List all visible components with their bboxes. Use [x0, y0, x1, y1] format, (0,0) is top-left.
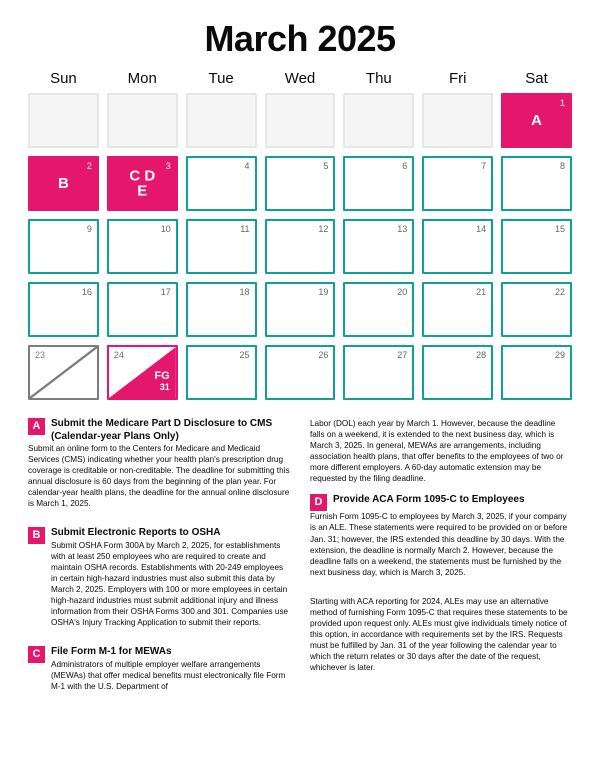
calendar-cell: 11: [186, 219, 257, 274]
note-d-body2: Starting with ACA reporting for 2024, AL…: [310, 596, 572, 673]
day-number: 23: [35, 350, 45, 360]
badge-b: B: [28, 527, 45, 544]
day-number: 19: [318, 287, 328, 297]
weekday: Tue: [186, 70, 257, 87]
weekday: Thu: [343, 70, 414, 87]
badge-a: A: [28, 418, 45, 435]
event-markers: FG31: [154, 371, 169, 394]
calendar-cell: 27: [343, 345, 414, 400]
day-number: 16: [82, 287, 92, 297]
day-number: 10: [161, 224, 171, 234]
weekday: Fri: [422, 70, 493, 87]
note-c: C File Form M-1 for MEWAs Administrators…: [28, 646, 290, 700]
calendar-cell: 17: [107, 282, 178, 337]
note-c-body-cont: Labor (DOL) each year by March 1. Howeve…: [310, 418, 572, 484]
calendar-cell: 2B: [28, 156, 99, 211]
calendar-cell: [107, 93, 178, 148]
day-number: 26: [318, 350, 328, 360]
note-a: A Submit the Medicare Part D Disclosure …: [28, 418, 290, 517]
day-number: 20: [397, 287, 407, 297]
calendar-cell: 21: [422, 282, 493, 337]
calendar-cell: 5: [265, 156, 336, 211]
calendar-cell: 15: [501, 219, 572, 274]
calendar-cell: 9: [28, 219, 99, 274]
calendar-cell: 24 FG31: [107, 345, 178, 400]
calendar-cell: [343, 93, 414, 148]
day-number: 9: [87, 224, 92, 234]
day-number: 4: [245, 161, 250, 171]
note-d: D Provide ACA Form 1095-C to Employees F…: [310, 494, 572, 585]
calendar-cell: 26: [265, 345, 336, 400]
note-d-body: Furnish Form 1095-C to employees by Marc…: [310, 511, 572, 577]
calendar-cell: 14: [422, 219, 493, 274]
day-number: 18: [240, 287, 250, 297]
note-c-body-lead: Administrators of multiple employer welf…: [51, 659, 290, 692]
day-number: 1: [560, 98, 565, 108]
calendar-cell: 13: [343, 219, 414, 274]
day-number: 8: [560, 161, 565, 171]
calendar-cell: [265, 93, 336, 148]
calendar-cell: 10: [107, 219, 178, 274]
weekday-row: Sun Mon Tue Wed Thu Fri Sat: [28, 70, 572, 87]
day-number: 17: [161, 287, 171, 297]
day-number: 2: [87, 161, 92, 171]
event-markers: A: [531, 113, 542, 129]
weekday: Sat: [501, 70, 572, 87]
note-d-title: Provide ACA Form 1095-C to Employees: [333, 494, 572, 507]
day-number: 15: [555, 224, 565, 234]
note-c-title: File Form M-1 for MEWAs: [51, 646, 290, 659]
weekday: Mon: [107, 70, 178, 87]
calendar-cell: [28, 93, 99, 148]
notes-section: A Submit the Medicare Part D Disclosure …: [28, 418, 572, 700]
note-b-title: Submit Electronic Reports to OSHA: [51, 527, 290, 540]
calendar-cell: 20: [343, 282, 414, 337]
day-number: 25: [240, 350, 250, 360]
badge-d: D: [310, 494, 327, 511]
calendar-cell: 29: [501, 345, 572, 400]
day-number: 3: [166, 161, 171, 171]
calendar-cell: 18: [186, 282, 257, 337]
day-number: 28: [476, 350, 486, 360]
day-number: 6: [402, 161, 407, 171]
note-a-body: Submit an online form to the Centers for…: [28, 443, 290, 509]
calendar-cell: 12: [265, 219, 336, 274]
calendar-cell: 22: [501, 282, 572, 337]
day-number: 27: [397, 350, 407, 360]
day-number: 29: [555, 350, 565, 360]
calendar-cell: 23: [28, 345, 99, 400]
badge-c: C: [28, 646, 45, 663]
day-number: 14: [476, 224, 486, 234]
day-number: 11: [240, 224, 249, 234]
weekday: Wed: [265, 70, 336, 87]
calendar-cell: [186, 93, 257, 148]
calendar-cell: 25: [186, 345, 257, 400]
calendar-cell: 7: [422, 156, 493, 211]
day-number: 12: [318, 224, 328, 234]
event-markers: B: [58, 176, 69, 192]
calendar-cell: [422, 93, 493, 148]
note-a-title: Submit the Medicare Part D Disclosure to…: [51, 418, 290, 443]
calendar-grid: 1A2B3C DE4567891011121314151617181920212…: [28, 93, 572, 400]
calendar-cell: 19: [265, 282, 336, 337]
event-markers: C DE: [129, 168, 155, 200]
calendar-cell: 16: [28, 282, 99, 337]
day-number: 13: [397, 224, 407, 234]
calendar-cell: 28: [422, 345, 493, 400]
note-b: B Submit Electronic Reports to OSHA Subm…: [28, 527, 290, 636]
calendar-cell: 1A: [501, 93, 572, 148]
day-number: 21: [476, 287, 486, 297]
note-b-body: Submit OSHA Form 300A by March 2, 2025, …: [51, 540, 290, 629]
calendar-cell: 8: [501, 156, 572, 211]
day-number: 5: [323, 161, 328, 171]
weekday: Sun: [28, 70, 99, 87]
calendar-cell: 3 C DE: [107, 156, 178, 211]
day-number: 24: [114, 350, 124, 360]
calendar-cell: 4: [186, 156, 257, 211]
day-number: 7: [481, 161, 486, 171]
page-title: March 2025: [28, 18, 572, 60]
day-number: 22: [555, 287, 565, 297]
calendar-cell: 6: [343, 156, 414, 211]
